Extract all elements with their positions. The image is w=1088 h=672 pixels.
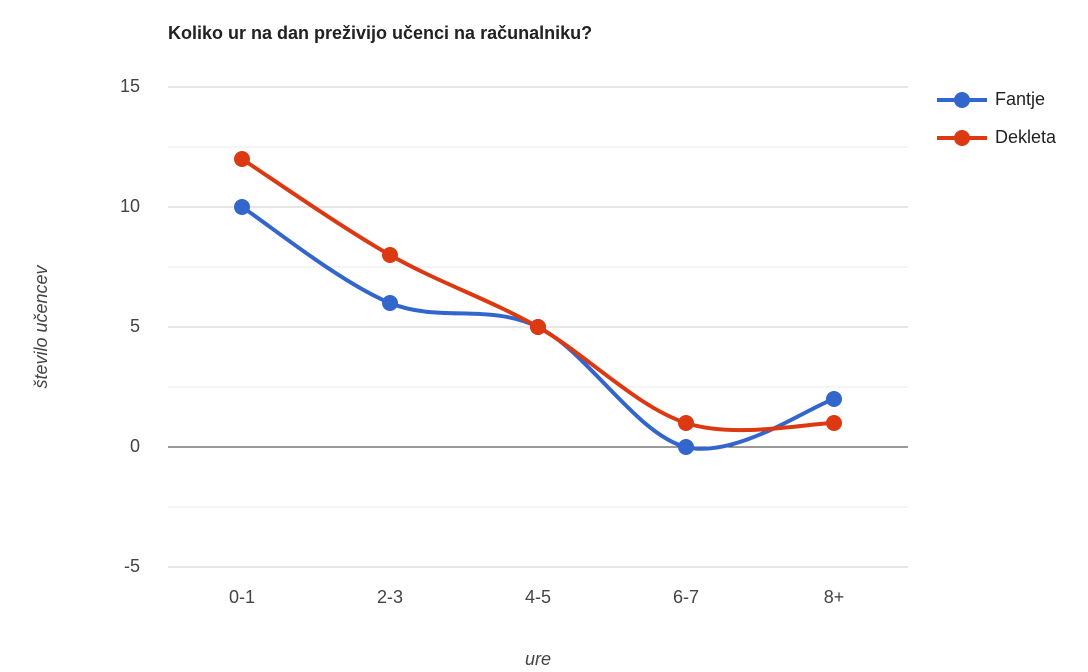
data-point (234, 199, 250, 215)
y-tick-label: 0 (130, 436, 140, 456)
legend-label: Fantje (995, 89, 1045, 109)
y-axis-label: število učencev (31, 264, 51, 388)
x-tick-label: 8+ (824, 587, 845, 607)
x-tick-label: 6-7 (673, 587, 699, 607)
x-tick-label: 0-1 (229, 587, 255, 607)
data-point (826, 391, 842, 407)
x-tick-label: 2-3 (377, 587, 403, 607)
x-axis-label: ure (525, 649, 551, 669)
chart-title: Koliko ur na dan preživijo učenci na rač… (168, 23, 592, 43)
legend-marker (954, 92, 970, 108)
data-point (826, 415, 842, 431)
data-point (530, 319, 546, 335)
data-point (678, 439, 694, 455)
y-tick-label: 5 (130, 316, 140, 336)
y-tick-label: 15 (120, 76, 140, 96)
legend-marker (954, 130, 970, 146)
data-point (678, 415, 694, 431)
legend-label: Dekleta (995, 127, 1057, 147)
series-line (240, 157, 835, 433)
y-tick-label: -5 (124, 556, 140, 576)
data-point (382, 295, 398, 311)
y-tick-label: 10 (120, 196, 140, 216)
data-point (382, 247, 398, 263)
data-point (234, 151, 250, 167)
x-tick-label: 4-5 (525, 587, 551, 607)
